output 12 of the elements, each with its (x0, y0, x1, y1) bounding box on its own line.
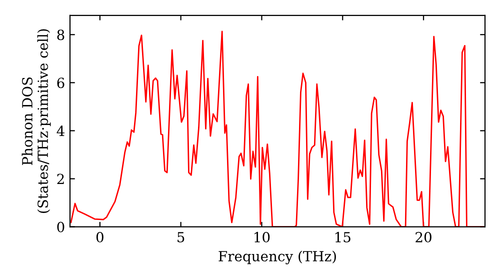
y-tick-label: 0 (57, 222, 64, 232)
y-tick-label: 8 (57, 30, 64, 40)
y-tick-label: 2 (57, 174, 64, 184)
x-tick-label: 20 (416, 232, 432, 242)
y-tick-label: 6 (57, 78, 64, 88)
x-tick-label: 5 (178, 232, 184, 242)
x-tick-label: 10 (254, 232, 270, 242)
x-axis-title: Frequency (THz) (218, 250, 336, 264)
y-tick-label: 4 (56, 126, 64, 136)
y-axis-title: Phonon DOS (States/THz·primitive cell) (22, 29, 51, 213)
x-tick-label: 15 (335, 232, 350, 242)
x-tick-label: 0 (96, 232, 104, 242)
